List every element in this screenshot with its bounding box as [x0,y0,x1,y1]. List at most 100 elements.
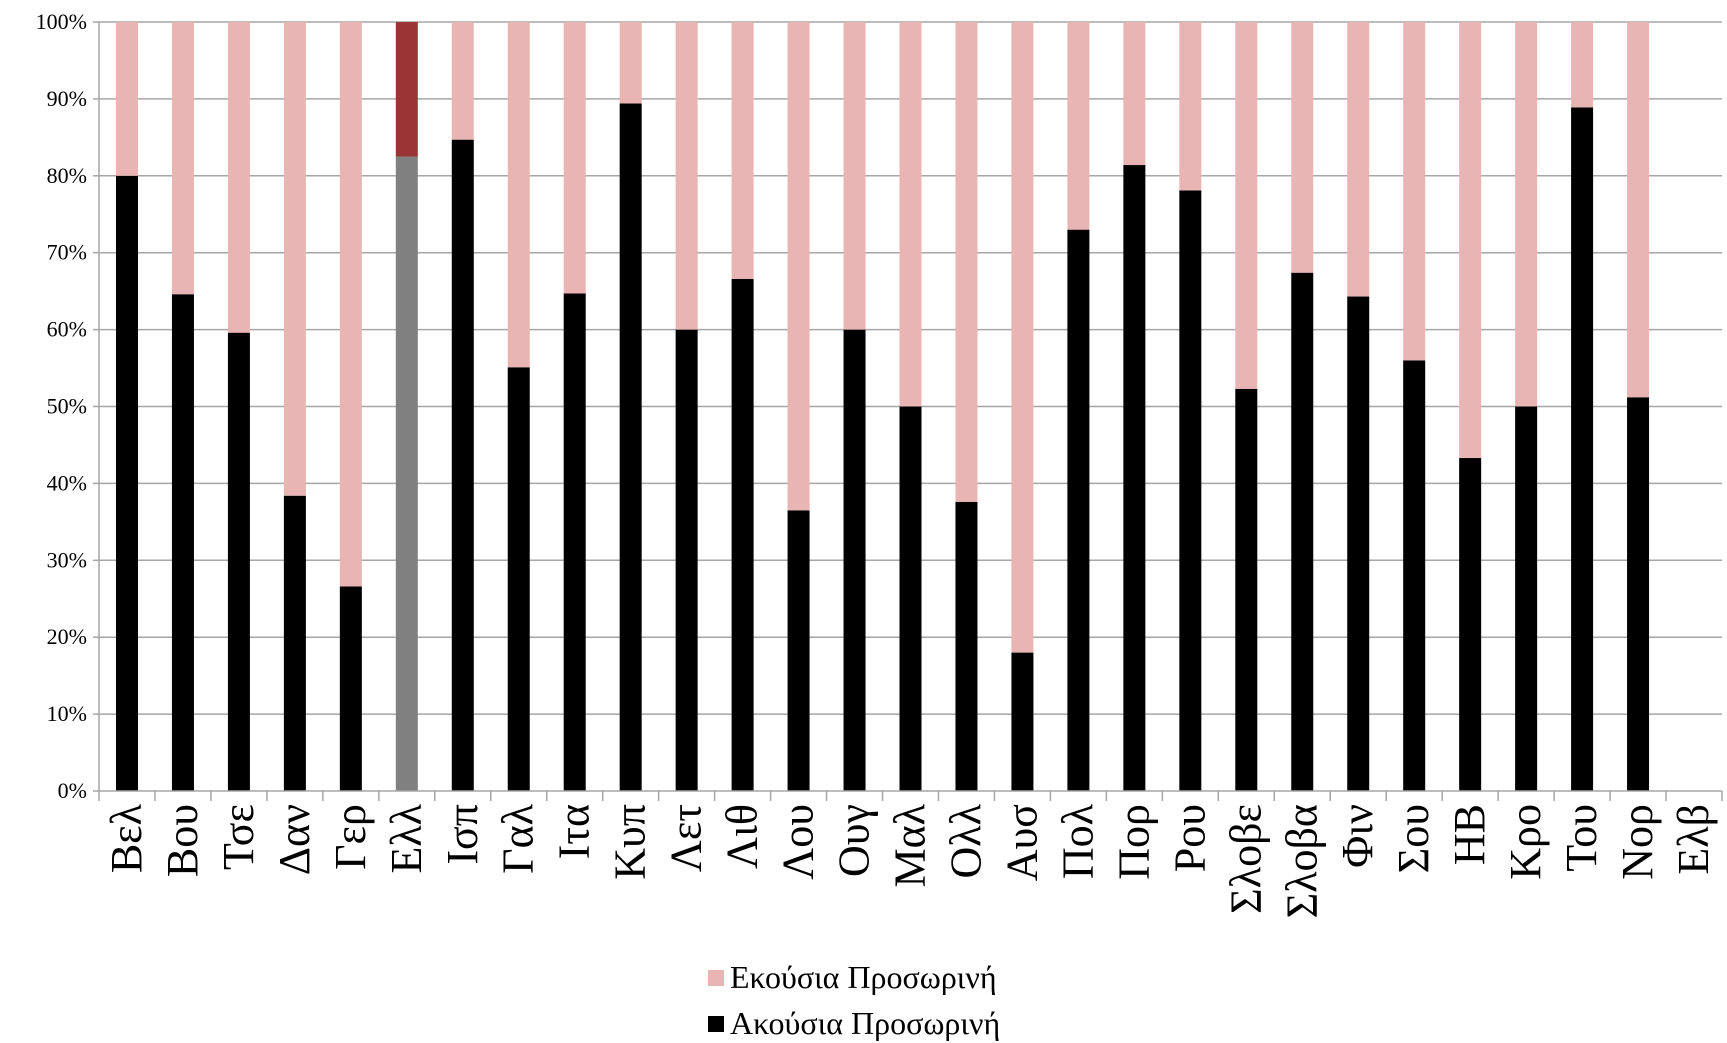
bar-voluntary-15 [899,22,922,407]
x-tick-label: Ολλ [941,803,990,878]
bar-involuntary-20 [1179,190,1202,791]
y-tick-label: 70% [47,240,87,265]
bar-involuntary-14 [843,329,866,791]
bar-voluntary-23 [1347,22,1370,297]
y-tick-label: 80% [47,163,87,188]
bar-involuntary-21 [1235,388,1258,791]
bar-involuntary-11 [675,329,698,791]
x-tick-label: Ελβ [1669,804,1718,875]
bar-involuntary-16 [955,501,978,791]
y-tick-label: 20% [47,624,87,649]
x-tick-label: Λου [774,804,823,880]
bar-voluntary-21 [1235,22,1258,389]
bar-voluntary-8 [507,22,530,368]
legend-label-involuntary: Ακούσια Προσωρινή [730,1005,1000,1041]
bar-involuntary-8 [507,367,530,791]
bar-voluntary-3 [227,22,250,333]
legend-label-voluntary: Εκούσια Προσωρινή [730,959,997,995]
legend-swatch-involuntary [708,1016,724,1032]
bar-voluntary-27 [1571,22,1594,108]
bar-voluntary-10 [619,22,642,104]
bar-involuntary-19 [1123,165,1146,791]
bar-involuntary-2 [171,294,194,791]
bar-voluntary-24 [1403,22,1426,361]
bar-voluntary-4 [283,22,306,496]
y-tick-label: 60% [47,317,87,342]
x-tick-label: Βελ [102,803,151,873]
y-tick-labels: 0% 10% 20% 30% 40% 50% 60% 70% 80% 90% 100% [36,9,87,803]
x-tick-label: Πορ [1109,804,1158,880]
y-tick-label: 30% [47,547,87,572]
bar-voluntary-20 [1179,22,1202,191]
x-tick-label: Nορ [1613,804,1662,880]
bar-involuntary-18 [1067,229,1090,791]
x-tick-label: ΗΒ [1445,804,1494,865]
x-tick-label: Ελλ [382,803,431,873]
y-tick-label: 90% [47,86,87,111]
bar-voluntary-26 [1515,22,1538,407]
x-tick-label: Ρου [1165,804,1214,872]
x-tick-label: Λετ [662,804,711,872]
bar-involuntary-25 [1459,458,1482,791]
x-tick-label: Μαλ [886,803,935,887]
x-tick-label: Σλοβα [1277,804,1326,918]
bar-involuntary-17 [1011,652,1034,791]
bar-involuntary-28 [1627,397,1650,791]
bar-voluntary-28 [1627,22,1650,398]
bar-involuntary-26 [1515,406,1538,791]
x-tick-label: Τσε [214,804,263,870]
bar-involuntary-27 [1571,107,1594,791]
bar-voluntary-22 [1291,22,1314,273]
y-tick-label: 40% [47,470,87,495]
legend-swatch-voluntary [708,970,724,986]
bar-involuntary-15 [899,406,922,791]
bar-involuntary-23 [1347,296,1370,791]
x-tick-label: Κυπ [606,804,655,880]
bar-involuntary-4 [283,495,306,791]
bar-involuntary-6 [395,156,418,791]
axes [98,22,1723,801]
bar-voluntary-18 [1067,22,1090,230]
bar-voluntary-14 [843,22,866,330]
bar-voluntary-1 [115,22,138,176]
x-tick-label: Ισπ [438,804,487,865]
bar-voluntary-11 [675,22,698,330]
legend: Εκούσια Προσωρινή Ακούσια Προσωρινή [708,959,1000,1041]
bar-voluntary-16 [955,22,978,502]
x-tick-label: Λιθ [718,804,767,869]
x-tick-label: Σλοβε [1221,804,1270,914]
bar-involuntary-9 [563,293,586,791]
x-tick-label: Γερ [326,804,375,870]
x-tick-label: Πολ [1053,803,1102,879]
bar-involuntary-10 [619,103,642,792]
y-tick-label: 0% [58,778,87,803]
bar-involuntary-22 [1291,272,1314,792]
bar-involuntary-7 [451,139,474,792]
x-tick-label: Ουγ [830,804,879,877]
bar-voluntary-17 [1011,22,1034,653]
bar-voluntary-25 [1459,22,1482,459]
bar-involuntary-3 [227,332,250,791]
bar-voluntary-6 [395,22,418,157]
y-tick-label: 100% [36,9,87,34]
bar-voluntary-9 [563,22,586,294]
bar-involuntary-1 [115,175,138,792]
x-tick-label: Δαν [270,804,319,875]
bar-involuntary-24 [1403,360,1426,791]
bar-voluntary-5 [339,22,362,587]
x-tick-label: Γαλ [494,803,543,873]
bar-voluntary-12 [731,22,754,279]
bar-voluntary-13 [787,22,810,511]
bar-voluntary-7 [451,22,474,140]
x-tick-label: Ιτα [550,804,599,859]
x-tick-label: Του [1557,804,1606,872]
x-tick-label: Κρο [1501,804,1550,880]
x-tick-label: Βου [158,804,207,877]
x-tick-labels: Βελ Βου Τσε Δαν Γερ Ελλ Ισπ Γαλ Ιτα Κυπ Λετ Λιθ Λου Ο… [102,803,1718,918]
bar-involuntary-5 [339,586,362,791]
x-tick-label: Φιν [1333,804,1382,868]
bar-voluntary-2 [171,22,194,295]
x-tick-label: Αυσ [997,804,1046,882]
bars [115,22,1650,792]
